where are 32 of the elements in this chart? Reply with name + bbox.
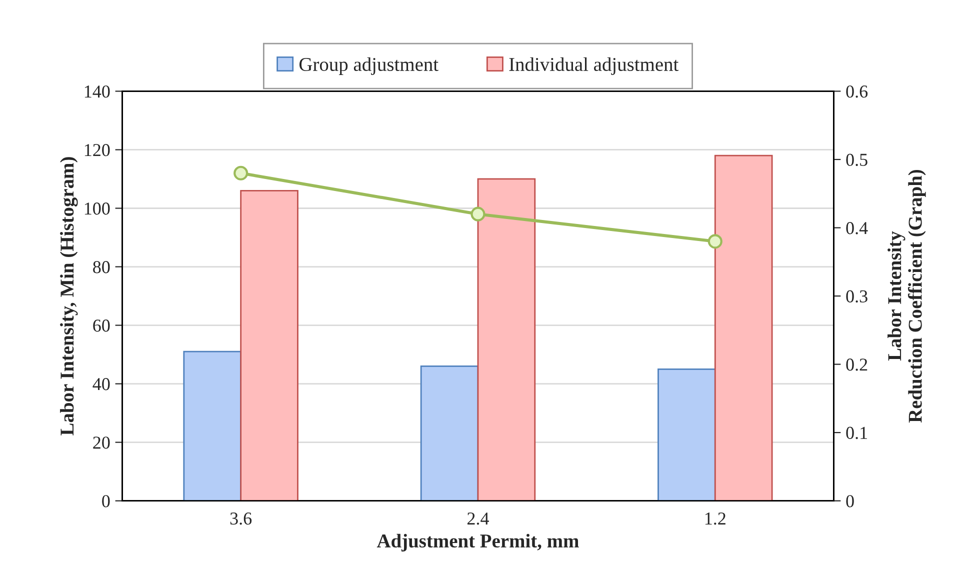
- legend-label: Group adjustment: [299, 57, 438, 75]
- y2-axis-title: Labor Intensity Reduction Coefficient (Graph): [888, 170, 926, 423]
- point: [470, 206, 486, 222]
- y-tick-label: 40: [92, 378, 110, 390]
- y-tick-label: 20: [93, 436, 110, 449]
- x-tick-label: 2.4: [467, 512, 489, 525]
- y2-tick-label: 0: [846, 495, 854, 508]
- legend-label: Individual adjustment: [509, 57, 679, 75]
- y-tick-label: 120: [84, 144, 110, 156]
- y2-tick-label: 0.2: [846, 358, 868, 371]
- y2-tick-label: 0.5: [846, 154, 868, 166]
- bar: [658, 368, 716, 501]
- x-axis-title: Adjustment Permit, mm: [376, 534, 579, 552]
- y-tick-label: 140: [84, 85, 110, 98]
- y-tick-label: 60: [93, 320, 110, 332]
- y-axis-title: Labor Intensity, Min (Histogram): [60, 157, 78, 436]
- y2-tick-label: 0.6: [846, 85, 868, 98]
- point: [708, 234, 722, 249]
- bar: [240, 190, 298, 501]
- point: [234, 166, 248, 180]
- y2-tick-label: 0.3: [846, 290, 868, 303]
- y-tick-label: 0: [102, 495, 110, 508]
- x-tick-label: 3.6: [230, 512, 252, 525]
- y-tick-label: 100: [84, 202, 110, 215]
- y2-tick-label: 0.1: [846, 426, 868, 440]
- bar: [714, 154, 773, 501]
- bar: [420, 366, 479, 501]
- y2-tick-label: 0.4: [846, 222, 868, 234]
- bar: [477, 178, 536, 501]
- x-tick-label: 1.2: [705, 512, 726, 525]
- y-tick-label: 80: [93, 261, 110, 274]
- bar: [183, 350, 242, 501]
